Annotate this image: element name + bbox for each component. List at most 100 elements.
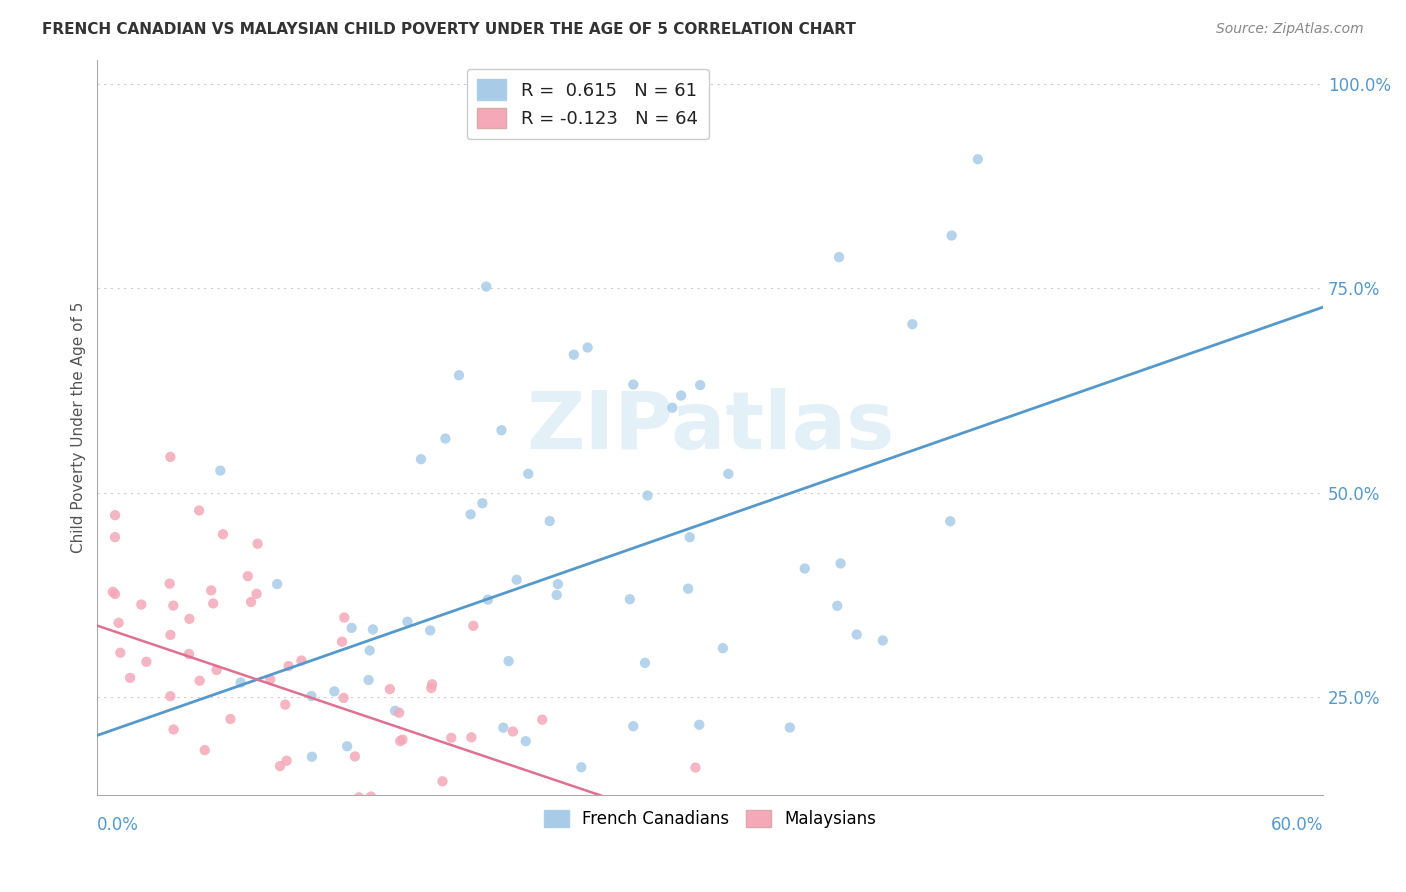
Point [474, 797, 496, 812]
Point [347, 790, 370, 805]
Point [779, 721, 801, 735]
Point [388, 706, 411, 720]
Point [420, 681, 443, 695]
Point [793, 561, 815, 575]
Point [471, 496, 494, 510]
Point [274, 698, 297, 712]
Point [159, 576, 181, 591]
Point [135, 655, 157, 669]
Point [332, 690, 354, 705]
Point [717, 467, 740, 481]
Point [432, 774, 454, 789]
Point [301, 749, 323, 764]
Point [384, 704, 406, 718]
Text: 60.0%: 60.0% [1271, 816, 1323, 834]
Point [290, 653, 312, 667]
Point [845, 627, 868, 641]
Point [104, 587, 127, 601]
Point [277, 659, 299, 673]
Point [209, 464, 232, 478]
Text: ZIPatlas: ZIPatlas [526, 388, 894, 467]
Point [396, 615, 419, 629]
Point [517, 467, 540, 481]
Point [162, 723, 184, 737]
Point [361, 623, 384, 637]
Point [335, 813, 357, 827]
Point [357, 673, 380, 687]
Point [107, 615, 129, 630]
Point [531, 713, 554, 727]
Text: FRENCH CANADIAN VS MALAYSIAN CHILD POVERTY UNDER THE AGE OF 5 CORRELATION CHART: FRENCH CANADIAN VS MALAYSIAN CHILD POVER… [42, 22, 856, 37]
Point [492, 721, 515, 735]
Point [463, 619, 485, 633]
Point [245, 587, 267, 601]
Point [246, 537, 269, 551]
Point [637, 489, 659, 503]
Point [498, 654, 520, 668]
Point [460, 731, 482, 745]
Point [454, 880, 477, 892]
Point [269, 759, 291, 773]
Text: 0.0%: 0.0% [97, 816, 139, 834]
Point [689, 378, 711, 392]
Point [470, 795, 492, 809]
Point [179, 612, 201, 626]
Point [173, 822, 195, 837]
Point [939, 514, 962, 528]
Point [825, 599, 848, 613]
Point [538, 514, 561, 528]
Point [120, 671, 142, 685]
Point [340, 621, 363, 635]
Point [236, 569, 259, 583]
Text: Source: ZipAtlas.com: Source: ZipAtlas.com [1216, 22, 1364, 37]
Point [491, 824, 513, 838]
Point [634, 656, 657, 670]
Point [685, 760, 707, 774]
Point [966, 152, 988, 166]
Point [333, 610, 356, 624]
Point [676, 582, 699, 596]
Point [420, 677, 443, 691]
Point [434, 871, 457, 886]
Point [190, 828, 212, 842]
Point [323, 684, 346, 698]
Point [447, 368, 470, 383]
Point [515, 734, 537, 748]
Point [621, 377, 644, 392]
Point [569, 760, 592, 774]
Point [409, 452, 432, 467]
Point [679, 530, 702, 544]
Point [419, 624, 441, 638]
Point [475, 279, 498, 293]
Point [104, 530, 127, 544]
Point [391, 732, 413, 747]
Point [669, 388, 692, 402]
Point [159, 628, 181, 642]
Point [188, 673, 211, 688]
Point [259, 673, 281, 687]
Point [200, 583, 222, 598]
Point [576, 341, 599, 355]
Point [159, 689, 181, 703]
Point [276, 754, 298, 768]
Point [830, 557, 852, 571]
Point [129, 598, 152, 612]
Point [941, 228, 963, 243]
Point [194, 743, 217, 757]
Point [872, 633, 894, 648]
Point [460, 508, 482, 522]
Point [465, 805, 488, 820]
Point [619, 592, 641, 607]
Point [378, 682, 401, 697]
Point [240, 595, 263, 609]
Point [298, 891, 321, 892]
Point [547, 577, 569, 591]
Point [330, 634, 353, 648]
Point [360, 789, 382, 804]
Point [711, 641, 734, 656]
Point [266, 577, 288, 591]
Point [101, 585, 124, 599]
Y-axis label: Child Poverty Under the Age of 5: Child Poverty Under the Age of 5 [72, 301, 86, 553]
Point [546, 588, 568, 602]
Legend: French Canadians, Malaysians: French Canadians, Malaysians [537, 804, 883, 835]
